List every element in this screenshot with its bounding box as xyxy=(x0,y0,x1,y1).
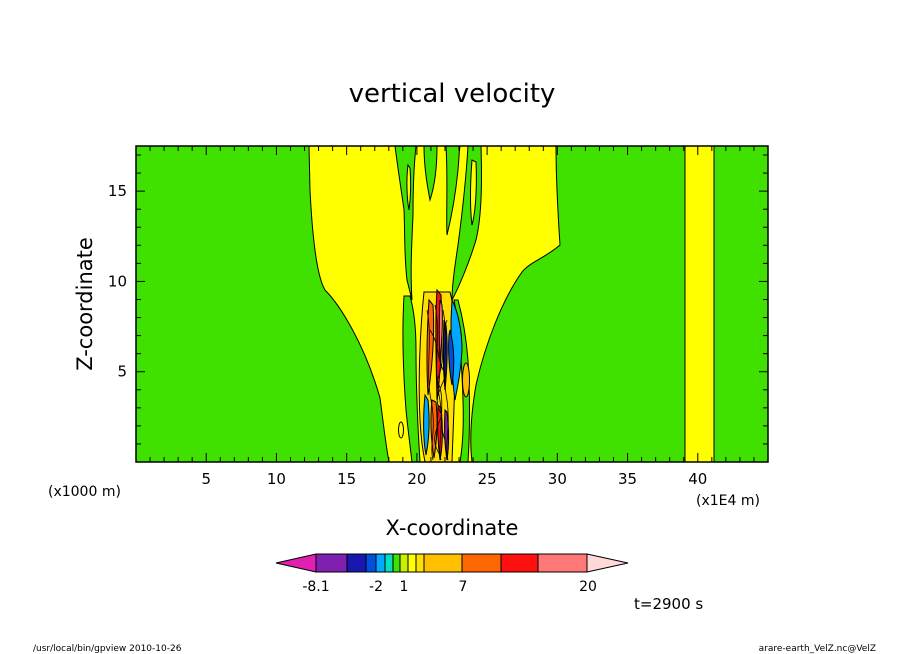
footer-right: arare-earth_VelZ.nc@VelZ xyxy=(759,644,876,654)
colorbar-segment xyxy=(461,553,502,573)
x-tick-label: 35 xyxy=(618,470,637,488)
y-tick-label: 5 xyxy=(117,363,127,381)
convective-core xyxy=(418,288,463,463)
colorbar-low-arrow xyxy=(275,553,317,573)
right-band xyxy=(684,145,715,463)
colorbar xyxy=(275,553,629,573)
interior-branch xyxy=(423,145,438,202)
interior-branch xyxy=(445,145,461,236)
x-axis: 5 10 15 20 25 30 35 40 xyxy=(149,146,755,488)
x-tick-label: 15 xyxy=(337,470,356,488)
footer-left: /usr/local/bin/gpview 2010-10-26 xyxy=(33,644,182,654)
colorbar-segment xyxy=(423,553,463,573)
colorbar-tick-labels: -8.1 -2 1 7 20 xyxy=(302,579,597,595)
colorbar-segment xyxy=(537,553,588,573)
x-tick-label: 30 xyxy=(548,470,567,488)
colorbar-segment xyxy=(384,553,394,573)
x-tick-label: 20 xyxy=(407,470,426,488)
x-tick-label: 10 xyxy=(267,470,286,488)
colorbar-segment xyxy=(392,553,401,573)
colorbar-tick-label: -2 xyxy=(369,579,383,595)
colorbar-high-arrow xyxy=(586,553,629,573)
y-tick-label: 15 xyxy=(108,182,127,200)
colorbar-tick-label: 20 xyxy=(579,579,597,595)
x-unit-right: (x1E4 m) xyxy=(696,493,760,509)
x-tick-label: 5 xyxy=(201,470,211,488)
colorbar-segment xyxy=(399,553,409,573)
colorbar-segment xyxy=(415,553,425,573)
small-positive-cell xyxy=(462,362,470,398)
colorbar-segment xyxy=(500,553,539,573)
x-axis-label: X-coordinate xyxy=(386,516,519,540)
colorbar-tick-label: 7 xyxy=(459,579,468,595)
colorbar-segment xyxy=(315,553,348,573)
x-tick-label: 25 xyxy=(478,470,497,488)
x-tick-label: 40 xyxy=(688,470,707,488)
small-negative-cell xyxy=(398,421,404,439)
colorbar-segment xyxy=(365,553,377,573)
colorbar-segment xyxy=(346,553,367,573)
y-axis-label: Z-coordinate xyxy=(73,237,97,371)
x-unit-left: (x1000 m) xyxy=(48,484,121,500)
time-label: t=2900 s xyxy=(634,595,703,613)
chart-title: vertical velocity xyxy=(349,79,556,109)
plot-frame xyxy=(135,145,769,463)
small-positive-cell xyxy=(470,159,477,226)
colorbar-tick-label: 1 xyxy=(400,579,409,595)
small-positive-cell xyxy=(406,163,412,211)
y-axis: 5 10 15 xyxy=(108,154,768,445)
colorbar-tick-label: -8.1 xyxy=(302,579,329,595)
colorbar-segment xyxy=(407,553,417,573)
y-tick-label: 10 xyxy=(108,272,127,290)
plot-area xyxy=(135,145,769,463)
colorbar-segment xyxy=(375,553,386,573)
